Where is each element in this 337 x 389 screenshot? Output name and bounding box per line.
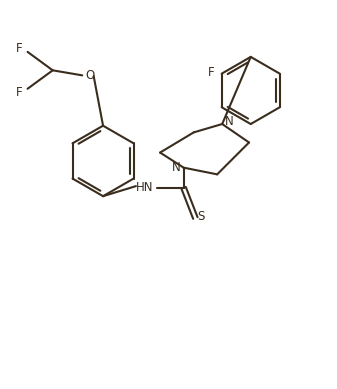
Text: F: F [16,42,23,55]
Text: N: N [172,161,181,174]
Text: S: S [198,210,205,223]
Text: N: N [224,115,233,128]
Text: O: O [85,69,94,82]
Text: F: F [208,65,215,79]
Text: F: F [16,86,23,99]
Text: HN: HN [136,181,154,194]
